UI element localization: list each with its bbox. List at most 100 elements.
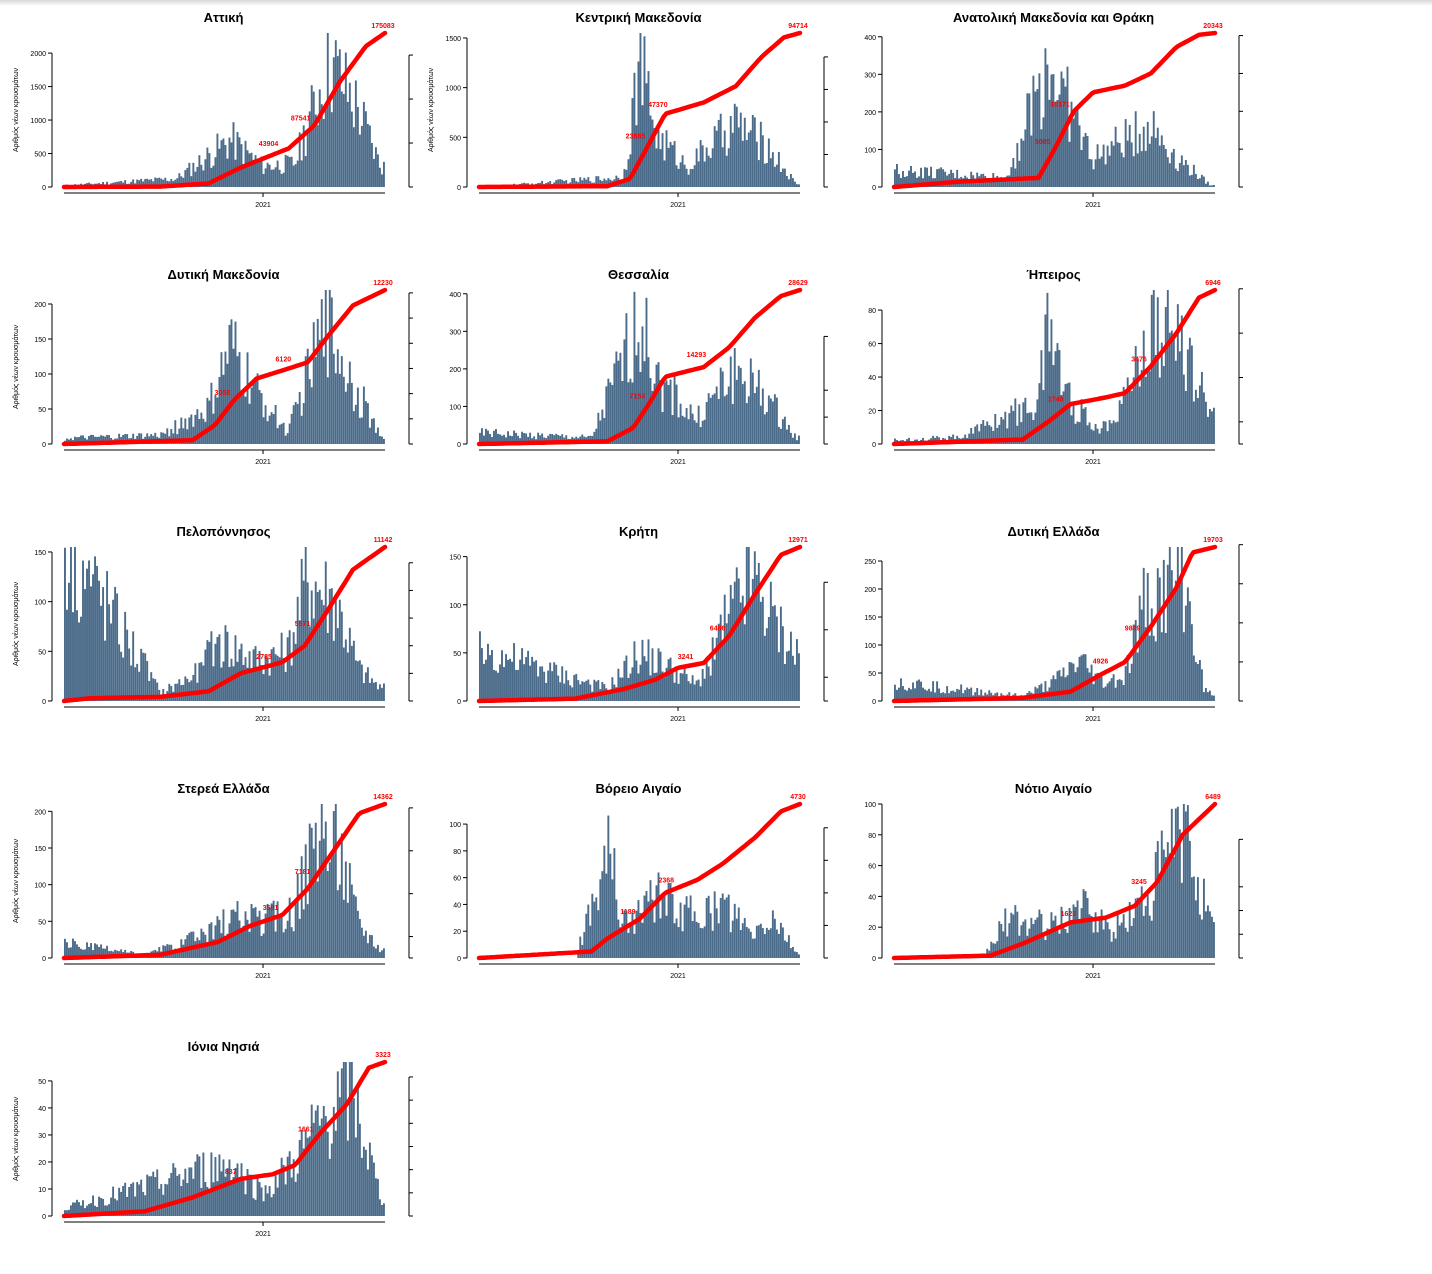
daily-cases-bar <box>605 386 607 444</box>
daily-cases-bar <box>1133 918 1135 958</box>
chart-title: Ανατολική Μακεδονία και Θράκη <box>953 10 1154 25</box>
cumulative-value-label: 14362 <box>373 794 393 801</box>
daily-cases-bar <box>623 661 625 701</box>
bars <box>894 290 1215 444</box>
daily-cases-bar <box>293 166 295 187</box>
daily-cases-bar <box>644 36 646 187</box>
daily-cases-bar <box>708 896 710 958</box>
daily-cases-bar <box>547 671 549 701</box>
daily-cases-bar <box>778 427 780 444</box>
daily-cases-bar <box>375 682 377 701</box>
daily-cases-bar <box>521 648 523 701</box>
daily-cases-bar <box>1153 111 1155 187</box>
daily-cases-bar <box>1081 908 1083 958</box>
daily-cases-bar <box>1014 905 1016 958</box>
daily-cases-bar <box>291 927 293 958</box>
daily-cases-bar <box>305 1130 307 1216</box>
daily-cases-bar <box>373 683 375 701</box>
daily-cases-bar <box>1050 319 1052 444</box>
daily-cases-bar <box>724 130 726 187</box>
daily-cases-bar <box>609 382 611 444</box>
daily-cases-bar <box>752 939 754 958</box>
daily-cases-bar <box>275 167 277 187</box>
daily-cases-bar <box>198 1156 200 1216</box>
y-tick-label: 0 <box>872 442 876 449</box>
daily-cases-bar <box>772 910 774 958</box>
daily-cases-bar <box>1052 921 1054 958</box>
daily-cases-bar <box>702 421 704 444</box>
daily-cases-bar <box>1083 137 1085 187</box>
daily-cases-bar <box>1155 355 1157 444</box>
daily-cases-bar <box>357 107 359 187</box>
daily-cases-bar <box>1101 157 1103 187</box>
daily-cases-bar <box>1050 75 1052 187</box>
daily-cases-bar <box>1171 809 1173 958</box>
daily-cases-bar <box>357 911 359 958</box>
cumulative-value-label: 837 <box>225 1169 237 1176</box>
daily-cases-bar <box>668 883 670 958</box>
daily-cases-bar <box>1085 407 1087 444</box>
daily-cases-bar <box>1201 175 1203 187</box>
daily-cases-bar <box>196 1154 198 1216</box>
daily-cases-bar <box>110 623 112 701</box>
daily-cases-bar <box>728 148 730 187</box>
daily-cases-bar <box>1052 74 1054 187</box>
daily-cases-bar <box>760 406 762 444</box>
daily-cases-bar <box>786 942 788 958</box>
daily-cases-bar <box>227 632 229 701</box>
daily-cases-bar <box>335 373 337 444</box>
daily-cases-bar <box>722 893 724 958</box>
daily-cases-bar <box>1055 679 1057 701</box>
daily-cases-bar <box>1187 349 1189 444</box>
y-tick-label: 200 <box>34 809 46 816</box>
daily-cases-bar <box>1157 841 1159 958</box>
daily-cases-bar <box>1018 161 1020 187</box>
daily-cases-bar <box>1145 377 1147 444</box>
daily-cases-bar <box>790 632 792 701</box>
daily-cases-bar <box>770 582 772 701</box>
bars <box>479 547 800 701</box>
daily-cases-bar <box>337 628 339 701</box>
daily-cases-bar <box>247 352 249 444</box>
daily-cases-bar <box>1197 398 1199 444</box>
daily-cases-bar <box>1115 939 1117 958</box>
daily-cases-bar <box>311 590 313 701</box>
x-tick-label: 2021 <box>255 1231 271 1238</box>
daily-cases-bar <box>627 382 629 444</box>
daily-cases-bar <box>325 562 327 701</box>
daily-cases-bar <box>353 895 355 958</box>
daily-cases-bar <box>206 398 208 444</box>
daily-cases-bar <box>124 612 126 701</box>
y-tick-label: 30 <box>38 1133 46 1140</box>
x-tick-label: 2021 <box>255 716 271 723</box>
x-tick-label: 2021 <box>1085 459 1101 466</box>
daily-cases-bar <box>1117 142 1119 187</box>
daily-cases-bar <box>108 604 110 701</box>
daily-cases-bar <box>617 920 619 958</box>
daily-cases-bar <box>102 587 104 701</box>
daily-cases-bar <box>369 1143 371 1216</box>
daily-cases-bar <box>367 1169 369 1216</box>
daily-cases-bar <box>1119 400 1121 444</box>
daily-cases-bar <box>379 436 381 444</box>
daily-cases-bar <box>708 156 710 187</box>
daily-cases-bar <box>539 667 541 701</box>
daily-cases-bar <box>253 908 255 958</box>
daily-cases-bar <box>756 142 758 187</box>
daily-cases-bar <box>664 382 666 444</box>
daily-cases-bar <box>319 89 321 187</box>
chart-title: Δυτική Μακεδονία <box>167 267 279 282</box>
y-tick-label: 200 <box>864 110 876 117</box>
daily-cases-bar <box>72 939 74 958</box>
daily-cases-bar <box>780 923 782 958</box>
daily-cases-bar <box>688 908 690 958</box>
daily-cases-bar <box>1205 402 1207 444</box>
daily-cases-bar <box>794 182 796 187</box>
daily-cases-bar <box>295 164 297 187</box>
bottom-axis: 2021 <box>479 707 800 723</box>
daily-cases-bar <box>361 665 363 701</box>
daily-cases-bar <box>762 928 764 958</box>
daily-cases-bar <box>345 639 347 701</box>
daily-cases-bar <box>676 918 678 958</box>
